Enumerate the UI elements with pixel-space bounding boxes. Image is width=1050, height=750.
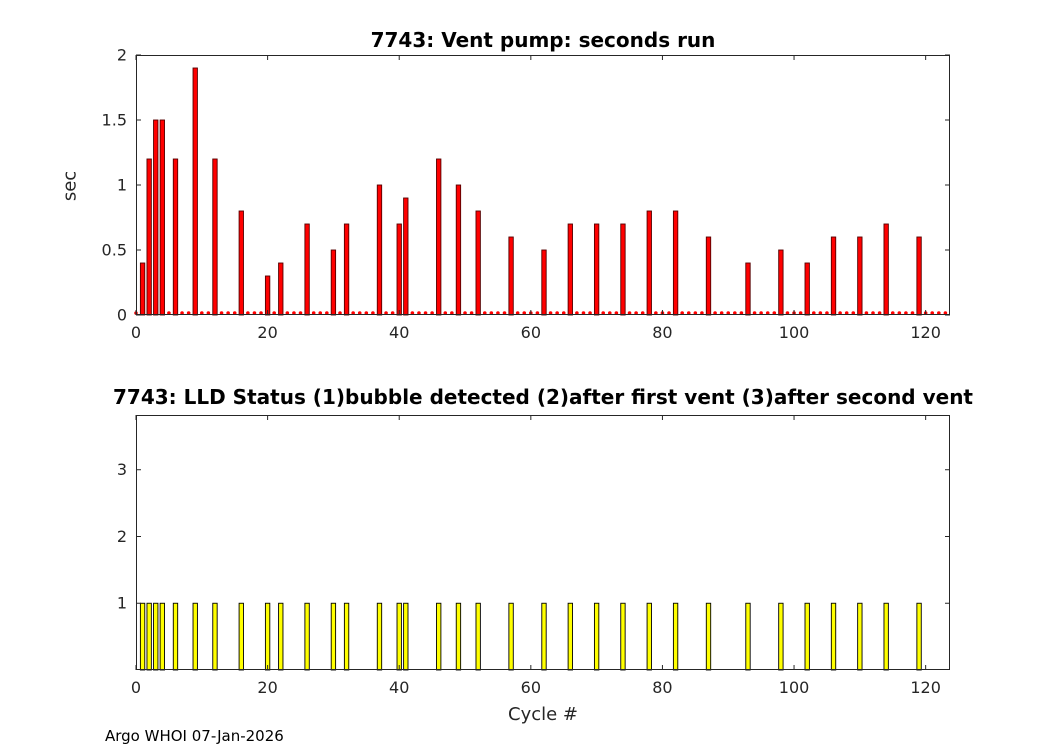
watermark-text: Argo WHOI 07-Jan-2026 [105,727,284,745]
svg-text:0.5: 0.5 [102,241,127,260]
sec-axis-label: sec [59,170,81,202]
svg-text:20: 20 [257,678,277,697]
svg-text:60: 60 [521,678,541,697]
svg-text:3: 3 [117,460,127,479]
svg-text:0: 0 [131,323,141,342]
svg-text:100: 100 [779,323,810,342]
svg-text:80: 80 [652,678,672,697]
vent-pump-plot: 0 20 40 60 80 100 120 0 0.5 1 1.5 2 [102,46,950,342]
svg-text:60: 60 [521,323,541,342]
svg-text:1: 1 [117,594,127,613]
cycle-axis-label: Cycle # [508,704,578,725]
svg-text:120: 120 [910,678,941,697]
svg-text:40: 40 [389,323,409,342]
svg-text:2: 2 [117,527,127,546]
vent-pump-title: 7743: Vent pump: seconds run [370,28,716,52]
lld-status-title: 7743: LLD Status (1)bubble detected (2)a… [113,385,973,409]
svg-text:120: 120 [910,323,941,342]
svg-text:0: 0 [131,678,141,697]
svg-text:40: 40 [389,678,409,697]
lld-status-plot: 0 20 40 60 80 100 120 1 2 3 [117,415,950,697]
svg-text:1.5: 1.5 [102,111,127,130]
svg-text:80: 80 [652,323,672,342]
svg-text:1: 1 [117,176,127,195]
svg-text:100: 100 [779,678,810,697]
svg-text:20: 20 [257,323,277,342]
svg-text:2: 2 [117,46,127,65]
svg-text:0: 0 [117,306,127,325]
